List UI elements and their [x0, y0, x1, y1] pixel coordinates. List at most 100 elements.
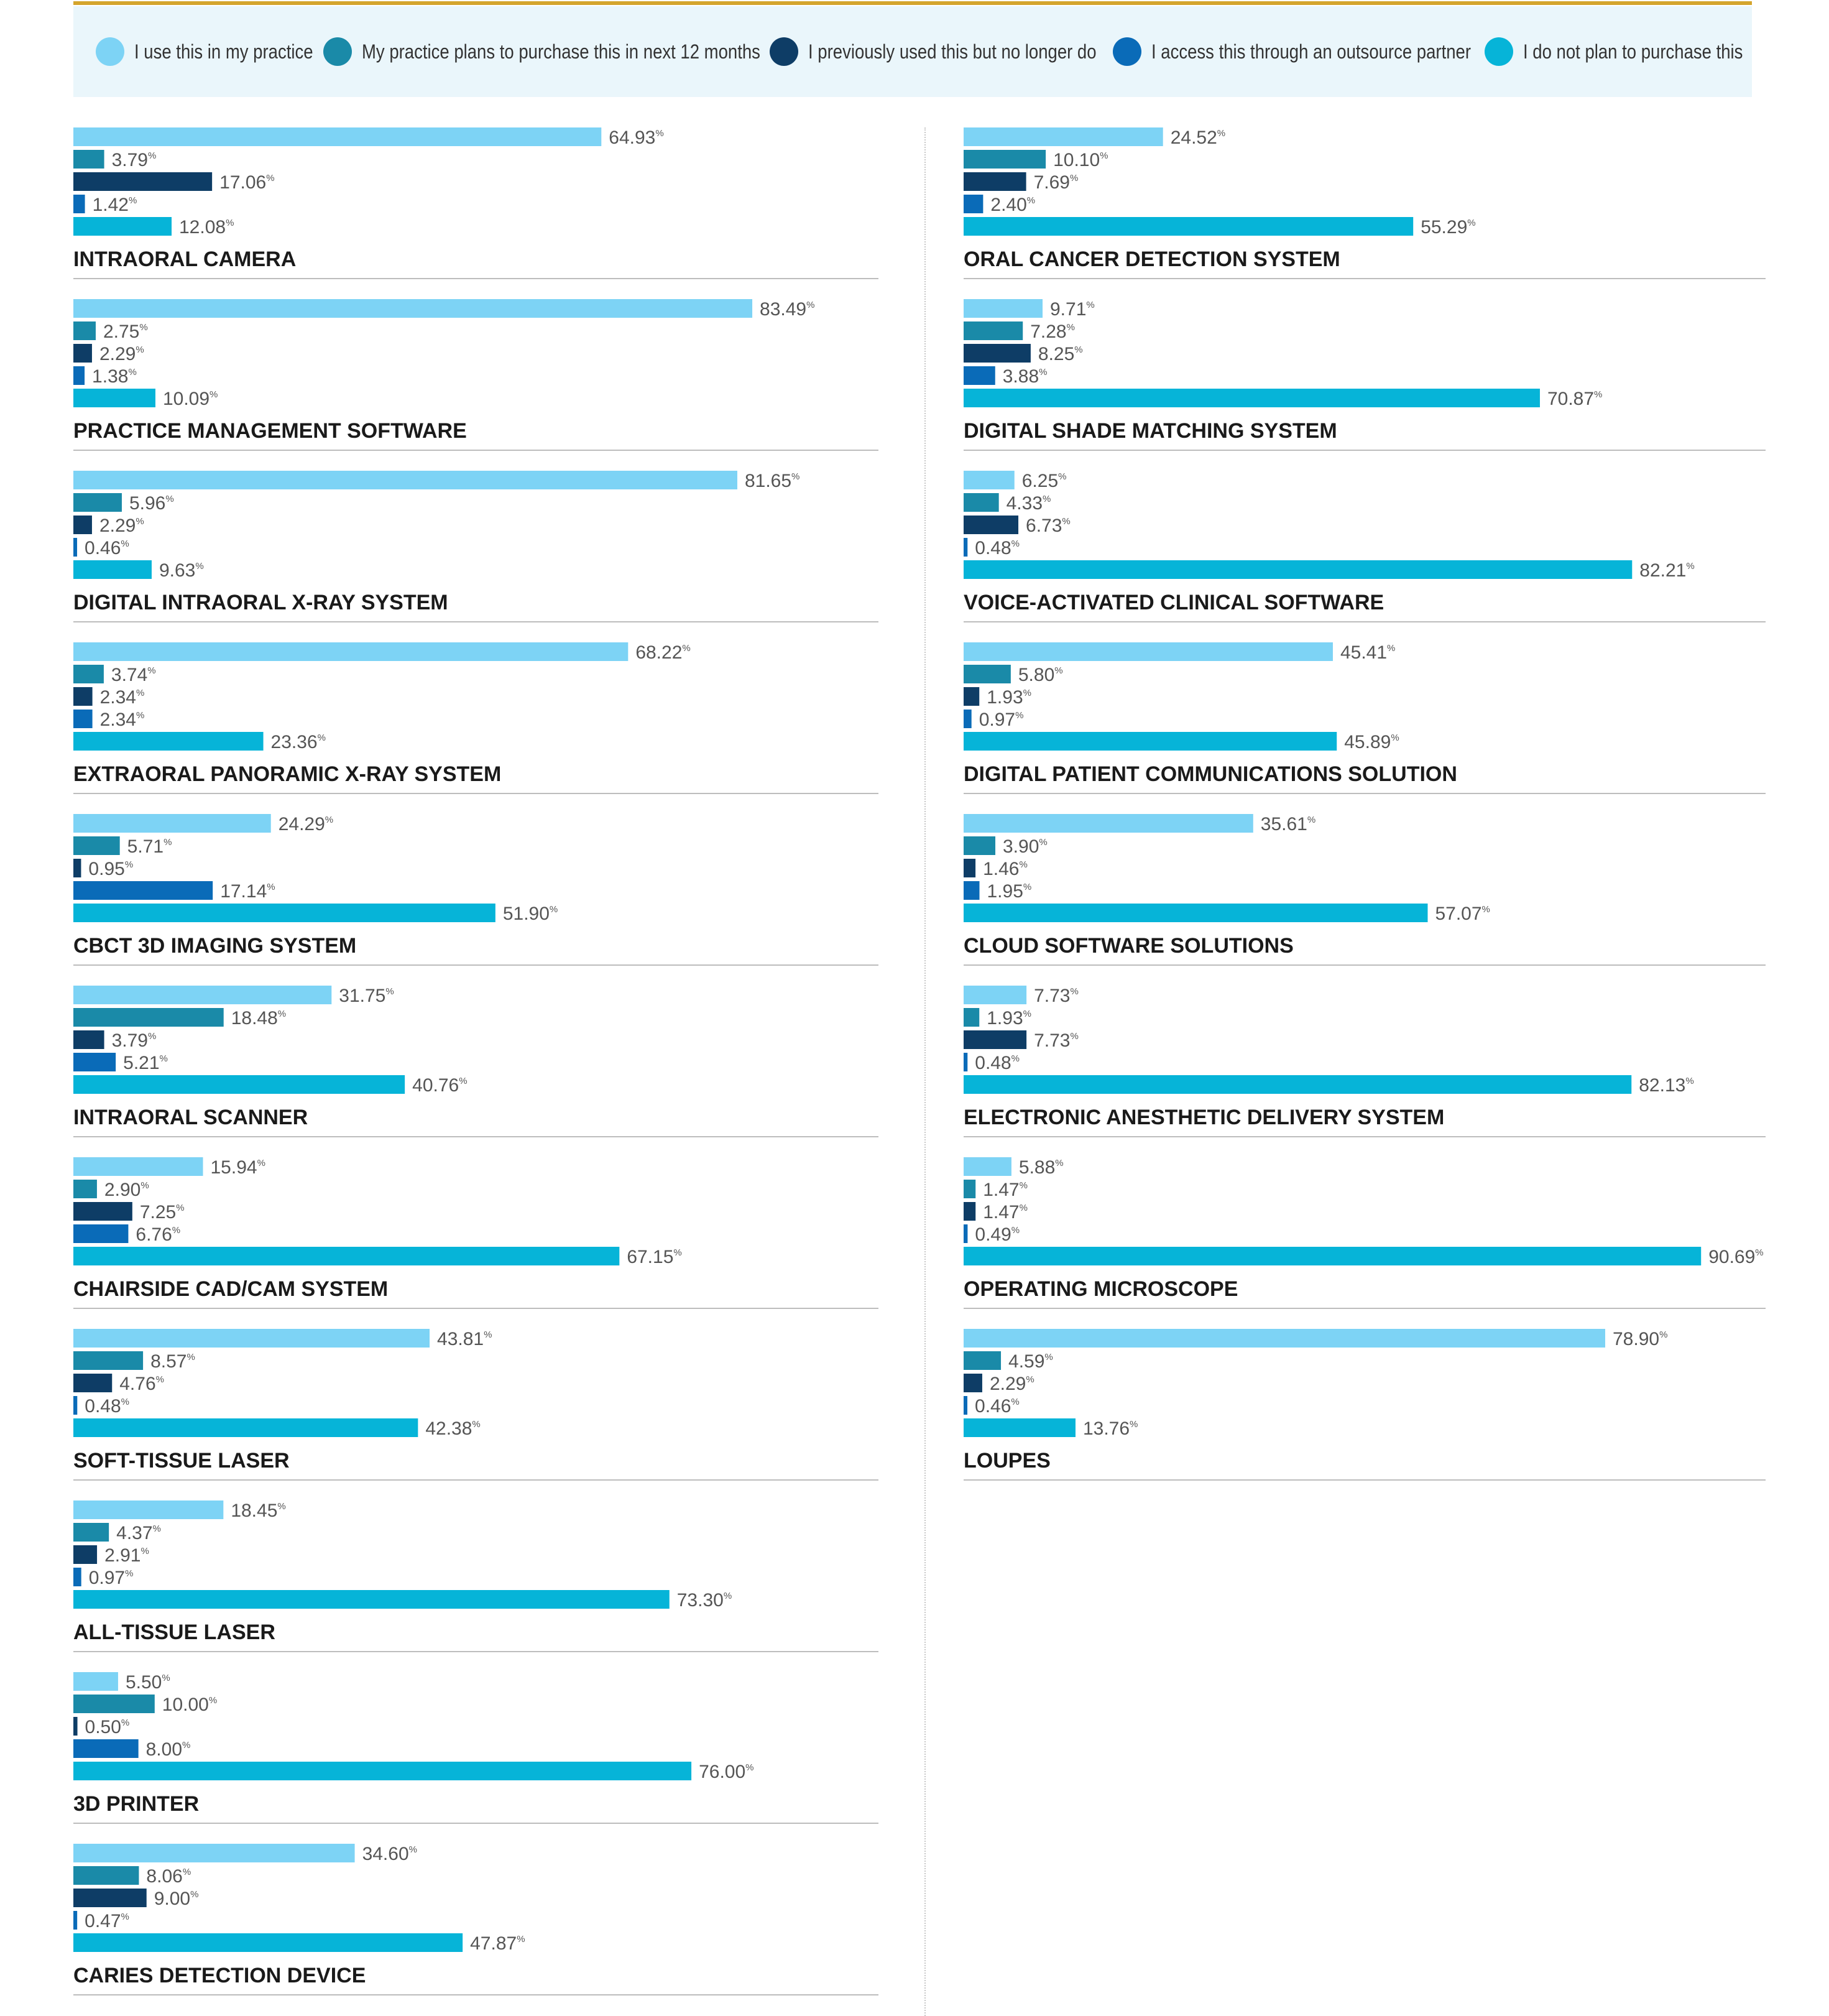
bar-5-4 — [73, 1075, 405, 1094]
bar-5-1 — [73, 1008, 224, 1027]
bar-value-label-0-4: 12.08% — [179, 217, 234, 238]
category-label-3: EXTRAORAL PANORAMIC X-RAY SYSTEM — [73, 762, 501, 786]
percent-sign: % — [1011, 1225, 1020, 1236]
bar-7-2 — [73, 1374, 113, 1392]
bar-13-1 — [964, 493, 999, 512]
percent-sign: % — [1011, 539, 1020, 549]
percent-sign: % — [141, 1180, 149, 1191]
bar-12-1 — [964, 321, 1023, 340]
percent-sign: % — [226, 218, 234, 228]
legend-swatch-no-plan — [1485, 37, 1513, 66]
bar-value-label-1-1: 2.75% — [103, 321, 148, 342]
top-rule — [73, 1, 1752, 5]
percent-sign: % — [1659, 1329, 1667, 1340]
bar-value-label-5-3: 5.21% — [123, 1053, 168, 1073]
bar-5-0 — [73, 986, 332, 1004]
bar-value-label-7-4: 42.38% — [425, 1418, 480, 1439]
percent-sign: % — [517, 1934, 525, 1944]
bar-value-label-4-2: 0.95% — [88, 859, 133, 879]
bar-value-label-13-2: 6.73% — [1026, 516, 1071, 536]
bar-6-3 — [73, 1224, 129, 1243]
bar-4-2 — [73, 859, 81, 877]
percent-sign: % — [153, 1524, 161, 1534]
bar-value-label-3-0: 68.22% — [635, 642, 690, 663]
bar-1-0 — [73, 299, 753, 318]
percent-sign: % — [1027, 195, 1035, 206]
bar-value-label-12-4: 70.87% — [1547, 389, 1602, 409]
legend-item-previous: I previously used this but no longer do — [770, 6, 1143, 97]
percent-sign: % — [195, 561, 203, 571]
percent-sign: % — [125, 1568, 133, 1579]
bar-value-label-8-0: 18.45% — [231, 1500, 285, 1521]
percent-sign: % — [121, 1397, 129, 1407]
percent-sign: % — [182, 1740, 190, 1750]
legend-label-outsource: I access this through an outsource partn… — [1151, 40, 1471, 63]
percent-sign: % — [210, 389, 218, 400]
bar-value-label-12-3: 3.88% — [1003, 366, 1048, 387]
bar-value-label-2-0: 81.65% — [745, 471, 799, 491]
percent-sign: % — [190, 1889, 198, 1900]
bar-value-label-2-2: 2.29% — [99, 516, 144, 536]
percent-sign: % — [1594, 389, 1602, 400]
percent-sign: % — [187, 1352, 195, 1362]
bar-value-label-11-4: 55.29% — [1421, 217, 1475, 238]
bar-value-label-10-0: 34.60% — [362, 1844, 417, 1864]
legend-item-use: I use this in my practice — [96, 6, 342, 97]
percent-sign: % — [745, 1762, 753, 1773]
percent-sign: % — [1039, 837, 1047, 848]
bar-value-label-17-1: 1.47% — [983, 1180, 1028, 1200]
bar-14-0 — [964, 642, 1333, 661]
bar-value-label-4-1: 5.71% — [127, 836, 172, 857]
legend-label-previous: I previously used this but no longer do — [808, 40, 1097, 63]
bar-12-3 — [964, 366, 995, 385]
percent-sign: % — [172, 1225, 180, 1236]
percent-sign: % — [136, 516, 144, 527]
column-divider — [924, 127, 926, 2016]
percent-sign: % — [1686, 561, 1694, 571]
legend-swatch-plan — [323, 37, 352, 66]
bar-4-3 — [73, 881, 213, 900]
bar-value-label-1-4: 10.09% — [163, 389, 218, 409]
bar-4-0 — [73, 814, 271, 833]
percent-sign: % — [278, 1009, 286, 1019]
bar-3-0 — [73, 642, 629, 661]
bar-2-0 — [73, 471, 737, 489]
bar-6-4 — [73, 1247, 620, 1265]
bar-value-label-13-4: 82.21% — [1639, 560, 1694, 581]
percent-sign: % — [1391, 733, 1399, 743]
percent-sign: % — [121, 1912, 129, 1922]
bar-2-2 — [73, 516, 92, 534]
bar-value-label-14-4: 45.89% — [1344, 732, 1399, 752]
percent-sign: % — [136, 344, 144, 355]
category-label-14: DIGITAL PATIENT COMMUNICATIONS SOLUTION — [964, 762, 1457, 786]
percent-sign: % — [1023, 1009, 1031, 1019]
percent-sign: % — [806, 300, 814, 310]
bar-13-3 — [964, 538, 968, 557]
category-label-15: CLOUD SOFTWARE SOLUTIONS — [964, 934, 1294, 958]
bar-value-label-11-0: 24.52% — [1171, 127, 1225, 148]
bar-value-label-6-2: 7.25% — [140, 1202, 185, 1223]
bar-7-0 — [73, 1329, 430, 1348]
bar-value-label-5-4: 40.76% — [412, 1075, 467, 1096]
percent-sign: % — [318, 733, 326, 743]
legend-swatch-use — [96, 37, 124, 66]
legend-swatch-outsource — [1113, 37, 1141, 66]
bar-3-2 — [73, 687, 93, 706]
bar-value-label-15-4: 57.07% — [1435, 904, 1490, 924]
bar-value-label-18-1: 4.59% — [1008, 1351, 1053, 1372]
percent-sign: % — [1070, 986, 1078, 997]
percent-sign: % — [183, 1867, 191, 1877]
bar-value-label-2-4: 9.63% — [159, 560, 204, 581]
bar-value-label-3-3: 2.34% — [100, 710, 145, 730]
bar-value-label-18-4: 13.76% — [1083, 1418, 1138, 1439]
bar-value-label-9-4: 76.00% — [699, 1762, 753, 1782]
percent-sign: % — [136, 688, 144, 698]
percent-sign: % — [325, 815, 333, 825]
percent-sign: % — [1387, 643, 1395, 654]
bar-14-1 — [964, 665, 1011, 683]
percent-sign: % — [1055, 1158, 1063, 1168]
legend-item-no-plan: I do not plan to purchase this — [1485, 6, 1779, 97]
bar-value-label-8-1: 4.37% — [116, 1523, 161, 1543]
bar-value-label-15-3: 1.95% — [987, 881, 1032, 902]
